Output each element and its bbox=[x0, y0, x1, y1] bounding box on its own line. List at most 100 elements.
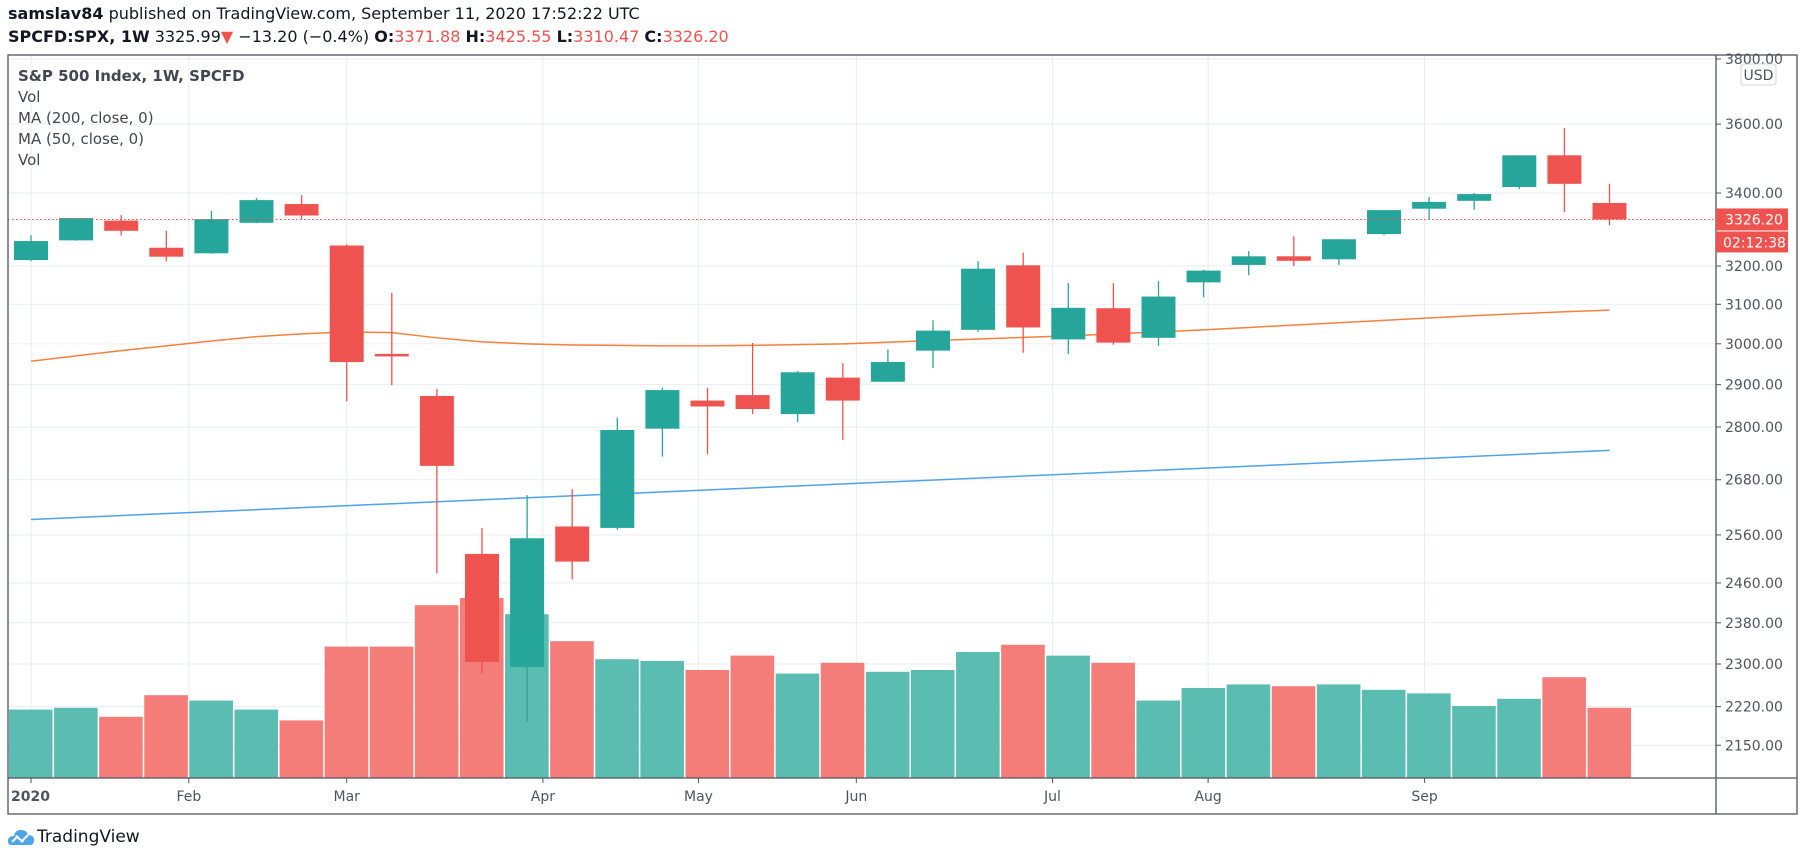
candle-body bbox=[1141, 296, 1176, 338]
candle-body bbox=[1051, 307, 1086, 340]
candle-body bbox=[1006, 265, 1041, 328]
down-arrow-icon: ▼ bbox=[220, 27, 234, 46]
legend-item[interactable]: MA (50, close, 0) bbox=[18, 130, 145, 148]
candle-body bbox=[239, 200, 274, 223]
open-value: 3371.88 bbox=[394, 27, 461, 46]
candle bbox=[329, 244, 364, 402]
price-tick-label: 3000.00 bbox=[1725, 337, 1783, 353]
candle bbox=[374, 292, 409, 386]
volume-bar bbox=[99, 716, 143, 778]
candle bbox=[194, 210, 229, 254]
candle bbox=[1186, 269, 1221, 298]
candle bbox=[870, 349, 905, 382]
legend-item[interactable]: MA (200, close, 0) bbox=[18, 109, 154, 127]
candle-body bbox=[1096, 308, 1131, 343]
candle-body bbox=[1592, 202, 1627, 220]
candle-body bbox=[961, 268, 996, 330]
currency-badge[interactable] bbox=[1740, 63, 1777, 86]
countdown-badge bbox=[1716, 231, 1788, 253]
candlesticks bbox=[14, 128, 1627, 722]
legend-item[interactable]: Vol bbox=[18, 88, 41, 106]
chart-frame bbox=[7, 54, 1798, 815]
candle-body bbox=[1276, 256, 1311, 261]
candle-body bbox=[870, 362, 905, 382]
candle-body bbox=[329, 245, 364, 363]
candle bbox=[1141, 281, 1176, 346]
price-axis[interactable]: 3800.003600.003400.003200.003100.003000.… bbox=[1716, 52, 1788, 754]
candle bbox=[59, 218, 94, 241]
candle-body bbox=[1457, 194, 1492, 201]
tradingview-brand-text: TradingView bbox=[37, 827, 140, 847]
open-label: O: bbox=[374, 27, 395, 46]
candle-body bbox=[780, 372, 815, 415]
tradingview-branding[interactable]: TradingView bbox=[8, 827, 140, 847]
time-axis[interactable]: 2020 Feb Mar Apr May Jun Jul Aug Sep bbox=[11, 778, 1438, 805]
candle bbox=[510, 495, 545, 722]
price-tick-label: 2220.00 bbox=[1725, 700, 1783, 716]
candle bbox=[1096, 283, 1131, 345]
price-tick-label: 2560.00 bbox=[1725, 528, 1783, 544]
candle bbox=[690, 388, 725, 455]
price-tick-label: 2150.00 bbox=[1725, 738, 1783, 754]
candle-body bbox=[284, 204, 319, 216]
candle-body bbox=[1367, 210, 1401, 235]
candle-body bbox=[419, 395, 454, 466]
time-tick-label: Apr bbox=[531, 789, 555, 805]
publish-info: samslav84 published on TradingView.com, … bbox=[8, 4, 640, 23]
volume-bar bbox=[1271, 686, 1316, 778]
volume-bar bbox=[910, 670, 955, 778]
last-price-badge-label: 3326.20 bbox=[1725, 212, 1783, 228]
volume-bar bbox=[1091, 662, 1135, 778]
volume-bars bbox=[8, 598, 1632, 778]
legend-title[interactable]: S&P 500 Index, 1W, SPCFD bbox=[18, 67, 245, 85]
candle bbox=[645, 387, 680, 457]
volume-bar bbox=[1226, 684, 1271, 778]
high-value: 3425.55 bbox=[485, 27, 552, 46]
close-label: C: bbox=[644, 27, 663, 46]
volume-bar bbox=[1136, 700, 1181, 778]
volume-bar bbox=[1407, 693, 1451, 778]
time-tick-label: Mar bbox=[333, 789, 360, 805]
candle-body bbox=[14, 241, 48, 261]
candle bbox=[780, 371, 815, 423]
volume-bar bbox=[54, 707, 98, 778]
legend-item[interactable]: Vol bbox=[18, 151, 41, 169]
price-tick-label: 2460.00 bbox=[1725, 576, 1783, 592]
candle-body bbox=[1412, 201, 1447, 209]
volume-bar bbox=[1452, 706, 1496, 778]
price-tick-label: 3200.00 bbox=[1725, 259, 1783, 275]
volume-bar bbox=[324, 646, 369, 778]
time-tick-label: May bbox=[684, 789, 713, 805]
candle-body bbox=[465, 553, 499, 662]
candle-body bbox=[825, 377, 860, 401]
candle bbox=[1006, 252, 1041, 353]
price-tick-label: 3100.00 bbox=[1725, 297, 1783, 313]
candle bbox=[735, 343, 770, 415]
countdown-label: 02:12:38 bbox=[1723, 235, 1786, 251]
price-change: −13.20 (−0.4%) bbox=[238, 27, 370, 46]
price-tick-label: 2380.00 bbox=[1725, 616, 1783, 632]
volume-bar bbox=[1361, 689, 1406, 778]
moving-average-lines bbox=[30, 309, 1610, 521]
candle bbox=[1051, 283, 1086, 354]
volume-bar bbox=[1587, 707, 1632, 778]
time-tick-label: Sep bbox=[1411, 789, 1438, 805]
time-tick-label: Feb bbox=[176, 789, 201, 805]
candle bbox=[961, 261, 996, 332]
candle bbox=[1502, 155, 1537, 190]
price-tick-label: 2300.00 bbox=[1725, 657, 1783, 673]
low-value: 3310.47 bbox=[573, 27, 640, 46]
publisher-name[interactable]: samslav84 bbox=[8, 4, 104, 23]
candle-body bbox=[104, 220, 139, 231]
volume-bar bbox=[1497, 698, 1541, 778]
candle-body bbox=[1186, 270, 1221, 283]
time-tick-label: Jul bbox=[1043, 789, 1061, 805]
volume-bar bbox=[550, 641, 594, 778]
volume-bar bbox=[820, 662, 865, 778]
candle bbox=[419, 388, 454, 574]
candle bbox=[600, 417, 635, 530]
price-tick-label: 2680.00 bbox=[1725, 473, 1783, 489]
candle bbox=[1412, 196, 1447, 220]
time-tick-label: Jun bbox=[844, 789, 867, 805]
